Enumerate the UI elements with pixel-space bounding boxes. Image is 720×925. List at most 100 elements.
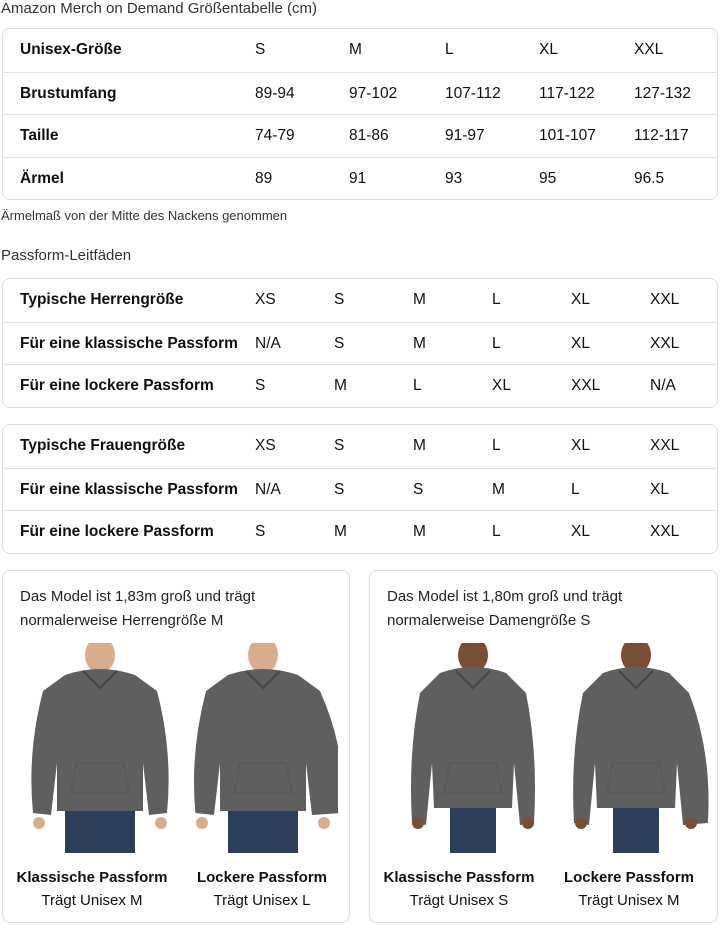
size-chart-title: Amazon Merch on Demand Größentabelle (cm…	[1, 0, 317, 17]
table-cell: XXL	[634, 41, 664, 58]
table-cell: 96.5	[634, 169, 665, 187]
table-cell: N/A	[650, 377, 676, 394]
table-cell: L	[571, 480, 580, 498]
table-row: Ärmel 89 91 93 95 96.5	[3, 156, 717, 200]
table-cell: 74-79	[255, 127, 295, 144]
table-cell: M	[349, 41, 362, 58]
table-cell: N/A	[255, 334, 281, 352]
table-cell: M	[492, 480, 505, 498]
table-cell: M	[413, 334, 426, 352]
fit-caption: Klassische Passform Trägt Unisex S	[376, 866, 542, 912]
table-cell: 117-122	[539, 84, 595, 102]
table-cell: XL	[571, 523, 590, 540]
table-cell: S	[255, 523, 266, 540]
table-row: Für eine lockere Passform S M L XL XXL N/A	[3, 364, 717, 407]
table-cell: L	[492, 437, 501, 454]
table-cell: L	[492, 523, 501, 540]
table-cell: S	[334, 334, 345, 352]
table-cell: 91-97	[445, 127, 485, 144]
table-row: Für eine lockere Passform S M M L XL XXL	[3, 510, 717, 553]
table-cell: 93	[445, 169, 463, 187]
table-cell: XS	[255, 437, 276, 454]
table-cell: XL	[571, 334, 590, 352]
table-cell: S	[334, 291, 345, 308]
table-row: Für eine klassische Passform N/A S M L XL XXL	[3, 321, 717, 365]
sleeve-note: Ärmelmaß von der Mitte des Nackens genom…	[1, 208, 288, 223]
fit-caption: Lockere Passform Trägt Unisex M	[546, 866, 712, 912]
table-cell: XXL	[650, 334, 680, 352]
table-cell: 89-94	[255, 84, 295, 102]
loose-fit-model-photo	[561, 637, 711, 853]
classic-fit-model-photo	[398, 637, 548, 853]
row-label: Brustumfang	[20, 84, 117, 102]
table-cell: 107-112	[445, 84, 501, 102]
table-cell: XL	[571, 437, 590, 454]
table-cell: 127-132	[634, 84, 691, 102]
table-cell: XS	[255, 291, 276, 308]
table-cell: L	[492, 334, 501, 352]
table-cell: M	[334, 377, 347, 394]
fit-wears: Trägt Unisex S	[409, 892, 509, 909]
row-label: Ärmel	[20, 169, 64, 187]
table-cell: 101-107	[539, 127, 596, 144]
table-row: Taille 74-79 81-86 91-97 101-107 112-117	[3, 114, 717, 157]
table-row: Brustumfang 89-94 97-102 107-112 117-122 127-…	[3, 71, 717, 115]
fit-caption: Klassische Passform Trägt Unisex M	[9, 866, 175, 912]
table-cell: M	[413, 291, 426, 308]
table-row: Für eine klassische Passform N/A S S M L XL	[3, 467, 717, 511]
table-cell: S	[334, 480, 345, 498]
women-fit-table: Typische Frauengröße XS S M L XL XXL Für eine k…	[2, 424, 718, 554]
row-label: Typische Herrengröße	[20, 291, 184, 308]
table-cell: 97-102	[349, 84, 398, 102]
model-description: Das Model ist 1,80m groß und trägt norma…	[387, 588, 623, 629]
table-row: Unisex-Größe S M L XL XXL	[3, 29, 717, 72]
row-label: Für eine klassische Passform	[20, 480, 238, 498]
table-cell: 91	[349, 169, 367, 187]
table-cell: L	[492, 291, 501, 308]
fit-title: Klassische Passform	[16, 869, 168, 886]
table-cell: XXL	[571, 377, 601, 394]
fit-wears: Trägt Unisex M	[41, 892, 143, 909]
table-row: Typische Frauengröße XS S M L XL XXL	[3, 425, 717, 468]
table-cell: 112-117	[634, 127, 689, 144]
row-label: Für eine klassische Passform	[20, 334, 238, 352]
table-cell: 89	[255, 169, 273, 187]
table-cell: S	[334, 437, 345, 454]
table-cell: S	[255, 41, 266, 58]
size-chart-table: Unisex-Größe S M L XL XXL Brustumfang 89-94 97-1…	[2, 28, 718, 200]
table-cell: 95	[539, 169, 557, 187]
classic-fit-model-photo	[25, 637, 175, 853]
table-cell: L	[413, 377, 422, 394]
table-cell: XL	[492, 377, 511, 394]
row-label: Typische Frauengröße	[20, 437, 186, 454]
table-cell: XL	[539, 41, 558, 58]
male-model-card: Das Model ist 1,83m groß und trägt norma…	[2, 570, 350, 923]
table-cell: XL	[571, 291, 590, 308]
table-cell: XXL	[650, 437, 680, 454]
table-cell: 81-86	[349, 127, 389, 144]
female-model-card: Das Model ist 1,80m groß und trägt norma…	[369, 570, 718, 923]
table-cell: M	[413, 523, 426, 540]
row-label: Taille	[20, 127, 59, 144]
table-cell: XXL	[650, 523, 680, 540]
fit-caption: Lockere Passform Trägt Unisex L	[179, 866, 345, 912]
row-label: Für eine lockere Passform	[20, 377, 214, 394]
row-label: Für eine lockere Passform	[20, 523, 214, 540]
fit-title: Lockere Passform	[563, 869, 695, 886]
fit-wears: Trägt Unisex M	[578, 892, 680, 909]
fit-wears: Trägt Unisex L	[213, 892, 311, 909]
table-cell: S	[413, 480, 424, 498]
table-cell: M	[334, 523, 347, 540]
table-cell: L	[445, 41, 454, 58]
fit-title: Lockere Passform	[196, 869, 328, 886]
men-fit-table: Typische Herrengröße XS S M L XL XXL Für eine k…	[2, 278, 718, 408]
table-cell: N/A	[255, 480, 281, 498]
table-cell: XXL	[650, 291, 680, 308]
loose-fit-model-photo	[188, 637, 343, 853]
table-cell: S	[255, 377, 266, 394]
table-cell: M	[413, 437, 426, 454]
fit-guide-title: Passform-Leitfäden	[1, 247, 132, 264]
fit-title: Klassische Passform	[383, 869, 535, 886]
table-cell: XL	[650, 480, 669, 498]
row-label: Unisex-Größe	[20, 41, 122, 58]
